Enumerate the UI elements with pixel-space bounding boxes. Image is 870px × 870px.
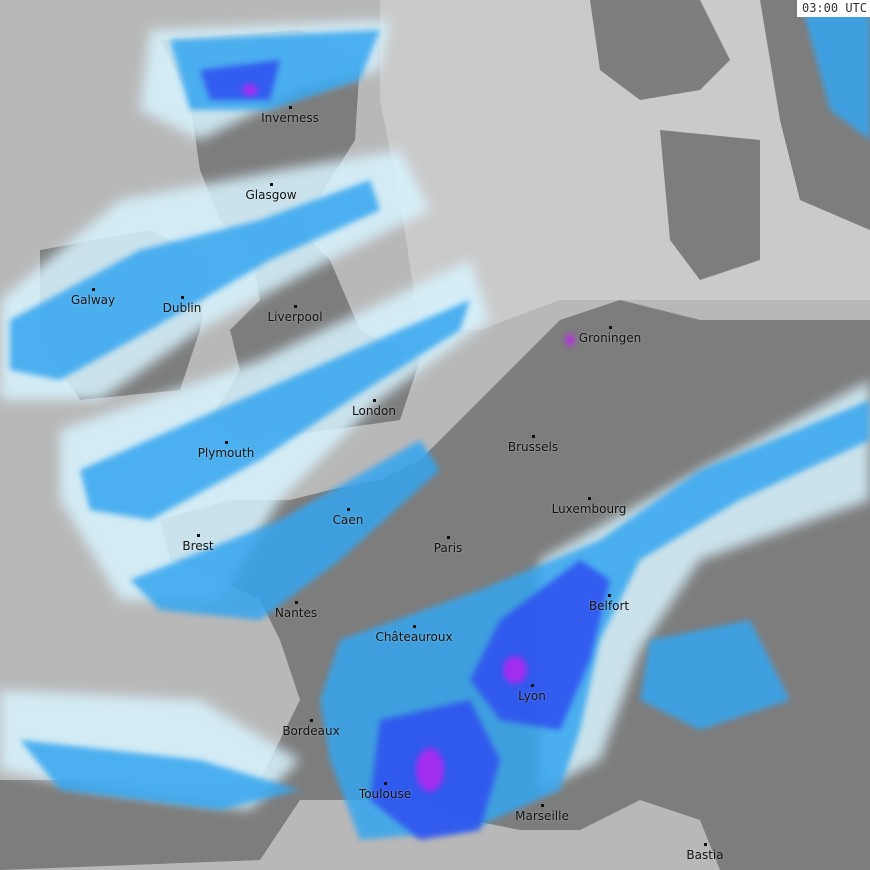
city-label: Châteauroux: [375, 630, 453, 644]
city-label: Brussels: [507, 440, 559, 454]
city-label: Lyon: [518, 689, 546, 703]
timestamp-label: 03:00 UTC: [796, 0, 870, 17]
city-label: Toulouse: [358, 787, 412, 801]
city-label: Paris: [433, 541, 463, 555]
city-label: Nantes: [274, 606, 318, 620]
city-label: Bordeaux: [282, 724, 340, 738]
city-label: Luxembourg: [551, 502, 627, 516]
city-label: Bastia: [686, 848, 724, 862]
city-label: Dublin: [162, 301, 202, 315]
rain-intense: [242, 84, 575, 792]
city-label: Brest: [182, 539, 214, 553]
city-label: Marseille: [515, 809, 569, 823]
city-label: Glasgow: [245, 188, 297, 202]
city-label: Groningen: [578, 331, 642, 345]
city-label: Galway: [70, 293, 116, 307]
city-label: Inverness: [261, 111, 319, 125]
city-label: Liverpool: [267, 310, 323, 324]
city-label: Caen: [332, 513, 364, 527]
city-label: Belfort: [588, 599, 630, 613]
city-label: London: [352, 404, 396, 418]
city-label: Plymouth: [197, 446, 255, 460]
